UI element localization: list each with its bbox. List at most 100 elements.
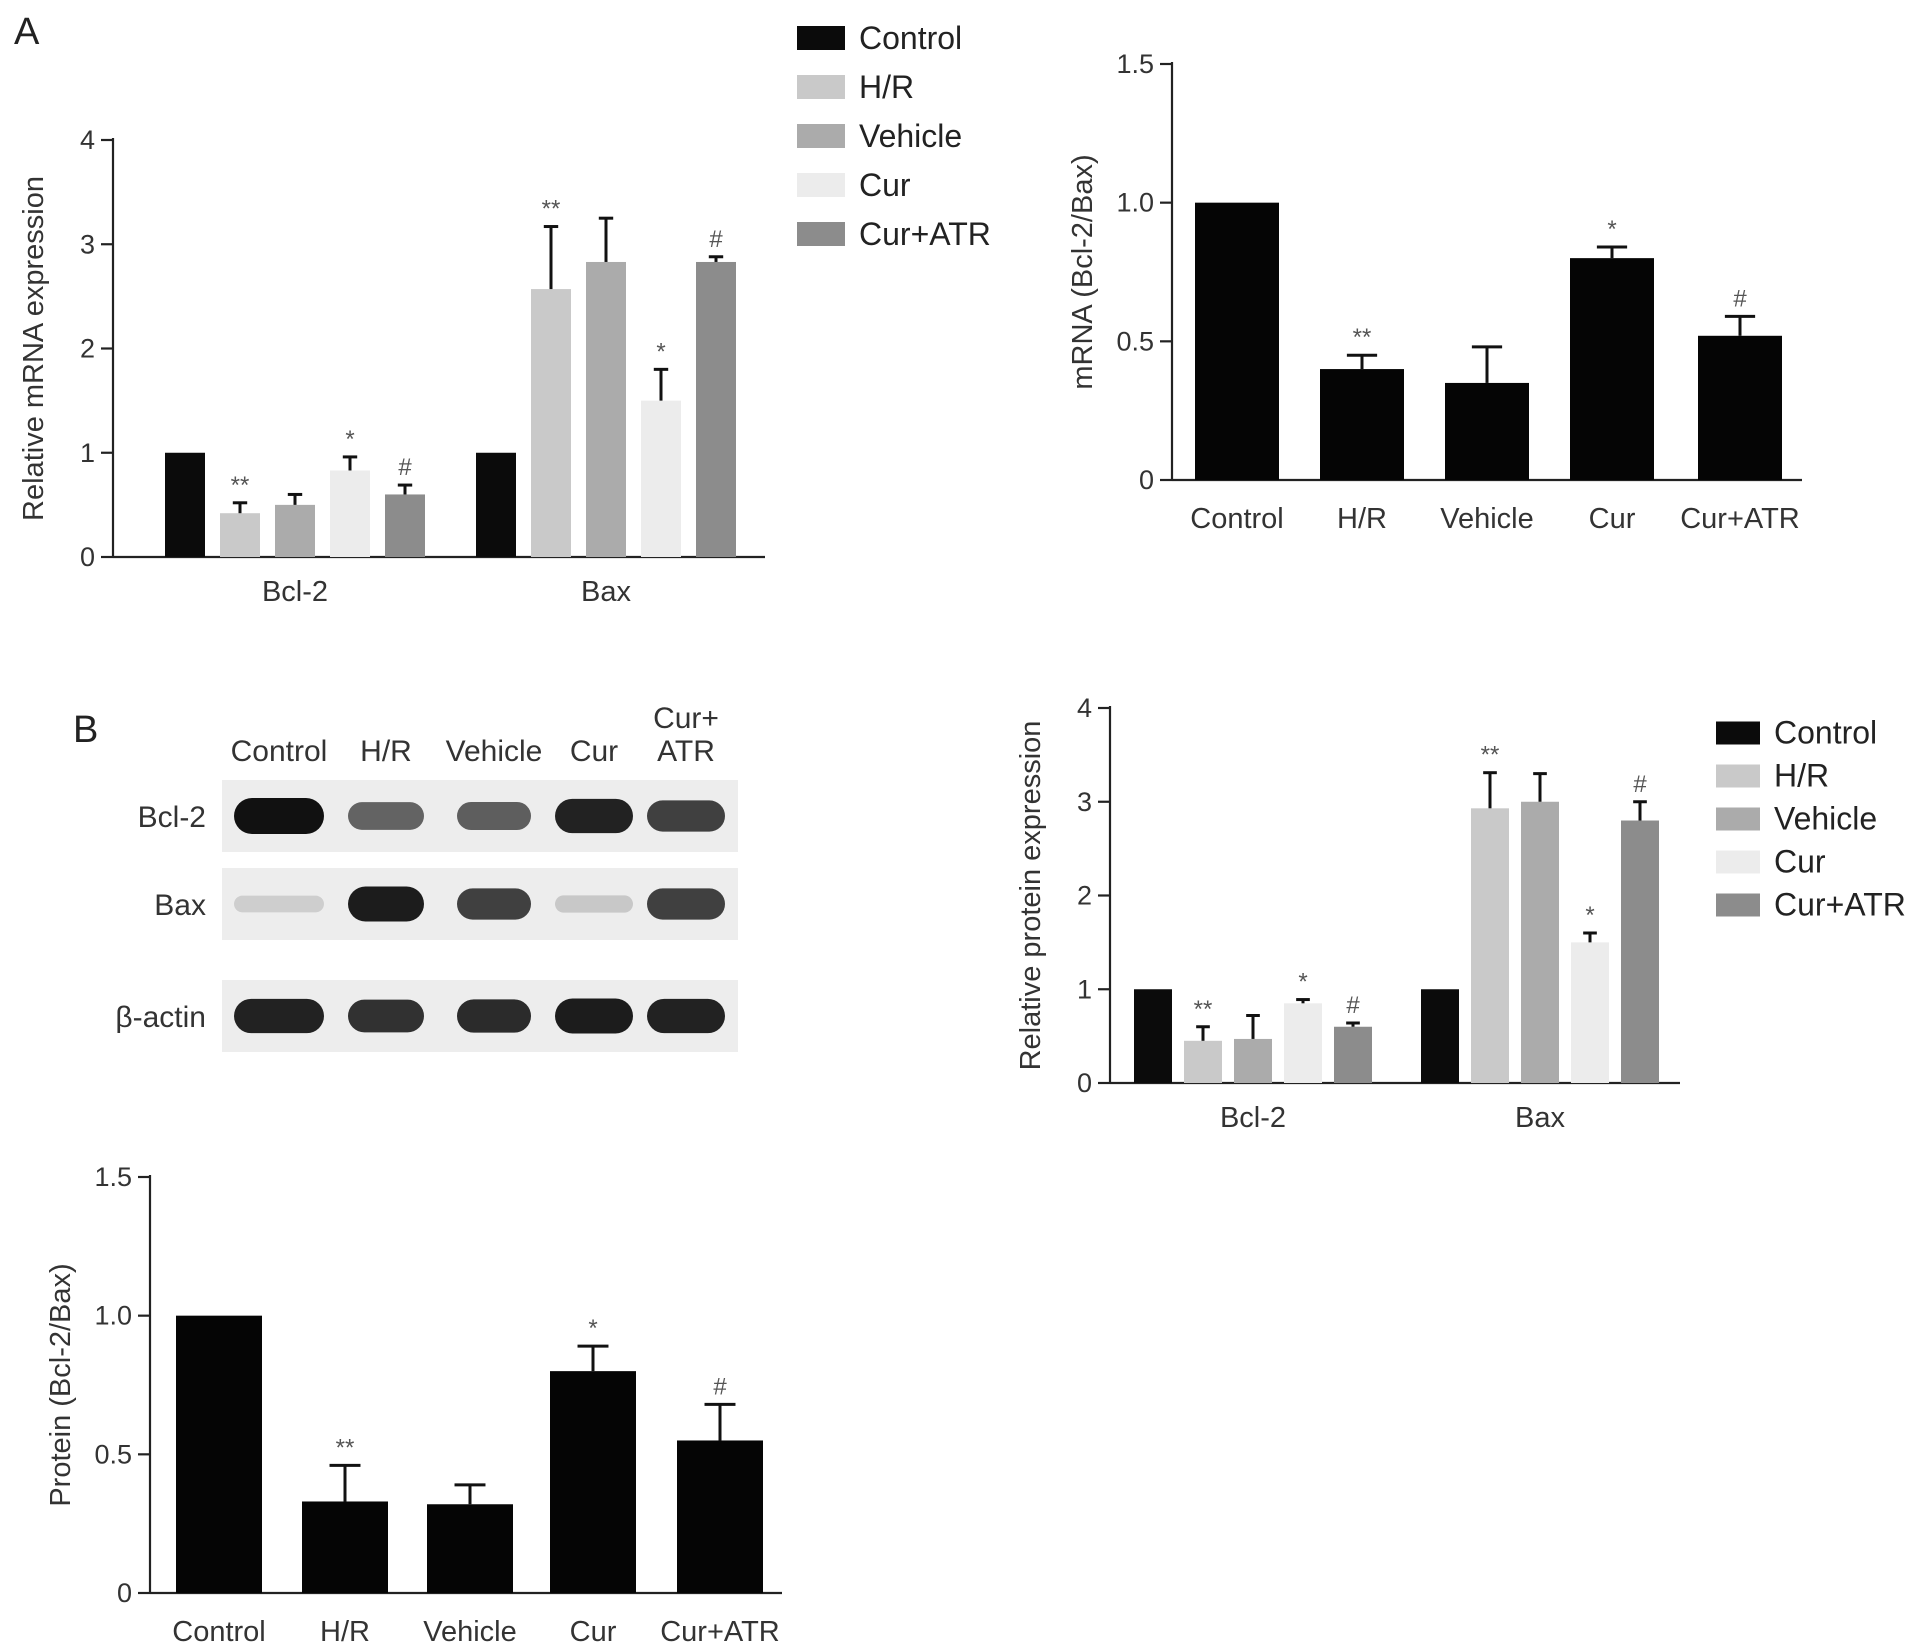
protein-ratio-significance-mark: #	[713, 1373, 727, 1400]
mrna-grouped-cur-significance-mark: *	[656, 338, 665, 365]
mrna-grouped-hr-significance-mark: **	[542, 196, 561, 223]
mrna-grouped-ytick-label: 4	[80, 125, 95, 155]
mrna-ratio-category-label: Cur	[1589, 503, 1636, 535]
protein-grouped-ytick-label: 1	[1077, 974, 1092, 1004]
protein-ratio-category-label: Vehicle	[423, 1616, 517, 1648]
protein-grouped-control-bar	[1421, 989, 1459, 1083]
mrna-ratio-category-label: Cur+ATR	[1680, 503, 1800, 535]
legend-right: Control H/R Vehicle Cur Cur+ATR	[1716, 715, 1906, 923]
legend-label: Vehicle	[859, 118, 962, 154]
mrna-grouped-ytick-label: 3	[80, 229, 95, 259]
legend-top: Control H/R Vehicle Cur Cur+ATR	[797, 20, 991, 252]
legend-label: Cur+ATR	[859, 216, 991, 252]
mrna-grouped-vehicle-bar	[586, 261, 626, 557]
mrna-ratio-significance-mark: #	[1733, 285, 1747, 312]
mrna-grouped-curatr-bar	[385, 494, 425, 557]
blot-lane-label: Control	[231, 735, 328, 768]
blot-band	[457, 999, 531, 1033]
legend-label: H/R	[1774, 758, 1829, 794]
legend-swatch-hr	[1716, 764, 1760, 788]
mrna-ratio-ytick-label: 1.5	[1116, 49, 1154, 79]
protein-grouped-hr-bar	[1471, 808, 1509, 1083]
mrna-grouped-ytick-label: 1	[80, 438, 95, 468]
blot-lane-label: Cur	[570, 735, 618, 768]
protein-ratio-chart: 0 0.5 1.0 1.5 Protein (Bcl-2/Bax) Control ** H/…	[45, 1162, 782, 1648]
protein-ratio-y-axis-label: Protein (Bcl-2/Bax)	[45, 1263, 77, 1506]
blot-band	[647, 888, 725, 920]
panel-label-b: B	[73, 709, 98, 751]
protein-ratio-bar	[427, 1504, 513, 1593]
protein-grouped-curatr-significance-mark: #	[1346, 992, 1360, 1019]
protein-grouped-y-axis-label: Relative protein expression	[1015, 721, 1047, 1071]
blot-band	[234, 895, 324, 913]
legend-swatch-curatr	[797, 222, 845, 246]
legend-swatch-curatr	[1716, 893, 1760, 917]
protein-ratio-bar	[677, 1440, 763, 1593]
protein-ratio-category-label: Cur	[570, 1616, 617, 1648]
mrna-grouped-y-axis-label: Relative mRNA expression	[18, 176, 50, 521]
mrna-grouped-category-label: Bcl-2	[262, 576, 328, 608]
mrna-ratio-y-axis-label: mRNA (Bcl-2/Bax)	[1067, 154, 1099, 389]
protein-ratio-category-label: H/R	[320, 1616, 370, 1648]
protein-grouped-curatr-bar	[1334, 1026, 1372, 1083]
mrna-grouped-category-label: Bax	[581, 576, 631, 608]
blot-band	[555, 895, 633, 913]
legend-swatch-control	[797, 26, 845, 50]
blot-band	[234, 998, 324, 1034]
protein-grouped-vehicle-bar	[1234, 1038, 1272, 1083]
legend-swatch-cur	[797, 173, 845, 197]
mrna-ratio-bar	[1698, 335, 1782, 480]
blot-row-label: Bcl-2	[138, 801, 206, 834]
protein-ratio-ytick-label: 0	[117, 1578, 132, 1608]
mrna-ratio-bar	[1570, 258, 1654, 480]
mrna-ratio-bar	[1320, 369, 1404, 480]
mrna-ratio-ytick-label: 0	[1139, 465, 1154, 495]
mrna-ratio-category-label: Vehicle	[1440, 503, 1534, 535]
mrna-ratio-ytick-label: 0.5	[1116, 326, 1154, 356]
mrna-grouped-curatr-significance-mark: #	[709, 226, 723, 253]
protein-ratio-ytick-label: 1.0	[94, 1301, 132, 1331]
legend-swatch-vehicle	[797, 124, 845, 148]
western-blot: Control H/R Vehicle Cur Cur+ ATR Bcl-2 Bax β-act…	[115, 702, 738, 1052]
protein-grouped-control-bar	[1134, 989, 1172, 1083]
mrna-grouped-control-bar	[476, 452, 516, 557]
blot-row-label: β-actin	[115, 1001, 206, 1034]
protein-grouped-cur-significance-mark: *	[1298, 969, 1307, 996]
protein-grouped-hr-significance-mark: **	[1194, 996, 1213, 1023]
mrna-grouped-vehicle-bar	[275, 504, 315, 557]
panel-label-a: A	[14, 11, 40, 53]
mrna-grouped-hr-bar	[531, 289, 571, 557]
mrna-grouped-ytick-label: 0	[80, 542, 95, 572]
protein-ratio-significance-mark: *	[588, 1315, 597, 1342]
legend-label: Control	[859, 20, 962, 56]
protein-grouped-category-label: Bcl-2	[1220, 1102, 1286, 1134]
mrna-ratio-ytick-label: 1.0	[1116, 188, 1154, 218]
protein-grouped-category-label: Bax	[1515, 1102, 1565, 1134]
protein-ratio-ytick-label: 1.5	[94, 1162, 132, 1192]
protein-ratio-significance-mark: **	[336, 1434, 355, 1461]
protein-grouped-cur-significance-mark: *	[1585, 902, 1594, 929]
protein-grouped-vehicle-bar	[1521, 801, 1559, 1083]
blot-band	[647, 800, 725, 832]
protein-grouped-ytick-label: 3	[1077, 787, 1092, 817]
legend-label: Cur+ATR	[1774, 887, 1906, 923]
mrna-grouped-curatr-bar	[696, 261, 736, 557]
legend-swatch-vehicle	[1716, 807, 1760, 831]
blot-band	[348, 886, 424, 922]
protein-grouped-ytick-label: 2	[1077, 881, 1092, 911]
mrna-grouped-cur-bar	[330, 470, 370, 557]
legend-label: Cur	[1774, 844, 1826, 880]
protein-grouped-hr-bar	[1184, 1040, 1222, 1083]
protein-grouped-cur-bar	[1284, 1003, 1322, 1083]
blot-lane-label: H/R	[360, 735, 412, 768]
legend-label: H/R	[859, 69, 914, 105]
blot-band	[457, 801, 531, 831]
protein-grouped-curatr-significance-mark: #	[1633, 771, 1647, 798]
blot-band	[348, 802, 424, 830]
blot-band	[348, 999, 424, 1033]
protein-ratio-category-label: Cur+ATR	[660, 1616, 780, 1648]
mrna-grouped-hr-significance-mark: **	[231, 472, 250, 499]
legend-swatch-cur	[1716, 850, 1760, 874]
mrna-ratio-significance-mark: **	[1353, 324, 1372, 351]
